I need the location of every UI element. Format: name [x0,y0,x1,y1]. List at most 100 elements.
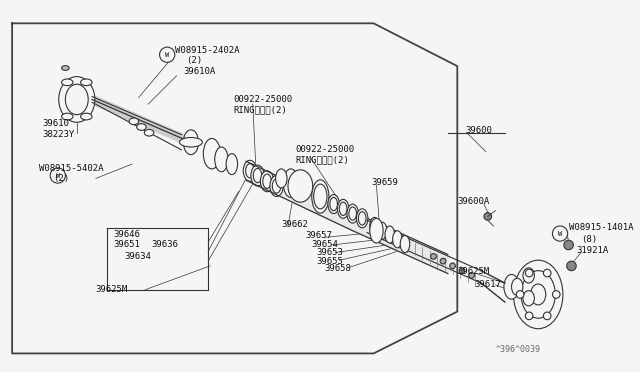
Text: 39658: 39658 [324,264,351,273]
Circle shape [516,291,524,298]
Ellipse shape [531,284,546,305]
Ellipse shape [243,160,257,181]
Text: 39659: 39659 [372,178,399,187]
Ellipse shape [246,164,254,178]
Text: 39655: 39655 [317,257,344,266]
Ellipse shape [251,165,264,186]
Ellipse shape [521,271,556,318]
Circle shape [431,254,436,259]
Ellipse shape [61,66,69,70]
Circle shape [566,261,576,271]
Ellipse shape [183,130,198,155]
Text: 39662: 39662 [282,219,308,228]
Ellipse shape [349,207,356,220]
Ellipse shape [339,202,347,215]
Ellipse shape [81,79,92,86]
Text: 39625M: 39625M [458,267,490,276]
Circle shape [543,269,551,277]
Text: 00922-25000: 00922-25000 [234,95,293,104]
Ellipse shape [370,217,380,234]
Ellipse shape [137,124,147,130]
Ellipse shape [65,84,88,115]
Circle shape [50,168,65,183]
Text: 00922-25000: 00922-25000 [296,145,355,154]
Ellipse shape [504,275,519,299]
Circle shape [468,273,474,278]
Circle shape [552,291,560,298]
Ellipse shape [400,235,410,253]
Ellipse shape [284,169,298,198]
Ellipse shape [312,180,329,213]
Ellipse shape [392,231,402,248]
Ellipse shape [145,129,154,136]
Text: W: W [558,231,562,237]
Ellipse shape [337,199,349,218]
Ellipse shape [276,169,287,188]
Text: 39617: 39617 [474,280,501,289]
Text: 31921A: 31921A [576,246,609,255]
Circle shape [440,258,446,264]
Ellipse shape [61,79,73,86]
Ellipse shape [61,113,73,120]
Ellipse shape [511,278,523,295]
Ellipse shape [330,198,337,211]
Ellipse shape [314,184,327,209]
Circle shape [460,268,465,273]
Text: 39651: 39651 [113,240,140,250]
Text: 39653: 39653 [317,248,344,257]
Ellipse shape [356,209,368,228]
Ellipse shape [385,226,394,243]
Ellipse shape [226,154,237,174]
Ellipse shape [370,218,383,243]
Text: 39600: 39600 [465,126,492,135]
Ellipse shape [81,113,92,120]
Ellipse shape [347,204,358,223]
Text: 39657: 39657 [305,231,332,240]
Text: W08915-5402A: W08915-5402A [39,164,103,173]
Ellipse shape [129,118,139,125]
Ellipse shape [180,138,202,147]
Text: W08915-2402A: W08915-2402A [175,46,239,55]
Text: (8): (8) [581,235,597,244]
Text: 39610A: 39610A [183,67,216,76]
Circle shape [525,312,533,320]
Ellipse shape [253,169,262,183]
Ellipse shape [513,260,563,329]
Circle shape [484,213,492,220]
Text: (2): (2) [53,174,69,183]
Text: 39625M: 39625M [96,285,128,294]
Polygon shape [246,161,448,273]
Text: 39600A: 39600A [458,197,490,206]
Ellipse shape [378,222,387,239]
Ellipse shape [272,179,281,193]
Text: (2): (2) [186,56,202,65]
Text: ^396^0039: ^396^0039 [495,345,540,354]
Ellipse shape [270,176,284,196]
Text: W: W [56,173,60,179]
Text: W08915-1401A: W08915-1401A [568,223,633,232]
Text: RINGリング(2): RINGリング(2) [234,105,287,115]
Ellipse shape [59,77,95,122]
Circle shape [552,226,568,241]
Circle shape [450,263,456,269]
Text: RINGリング(2): RINGリング(2) [296,156,349,165]
Ellipse shape [328,195,339,214]
Ellipse shape [263,174,271,188]
Ellipse shape [204,138,220,169]
Text: W: W [165,52,170,58]
Text: 39634: 39634 [124,252,151,261]
Text: 39646: 39646 [113,230,140,239]
Ellipse shape [523,291,534,306]
Ellipse shape [288,170,313,202]
Ellipse shape [260,171,274,192]
Ellipse shape [358,212,366,225]
Ellipse shape [215,147,228,172]
Text: 39610: 39610 [42,119,69,128]
Circle shape [543,312,551,320]
Circle shape [159,47,175,62]
Circle shape [564,240,573,250]
Circle shape [525,269,533,277]
Text: 39636: 39636 [151,240,178,250]
Ellipse shape [523,268,534,283]
Text: 39654: 39654 [312,240,339,250]
